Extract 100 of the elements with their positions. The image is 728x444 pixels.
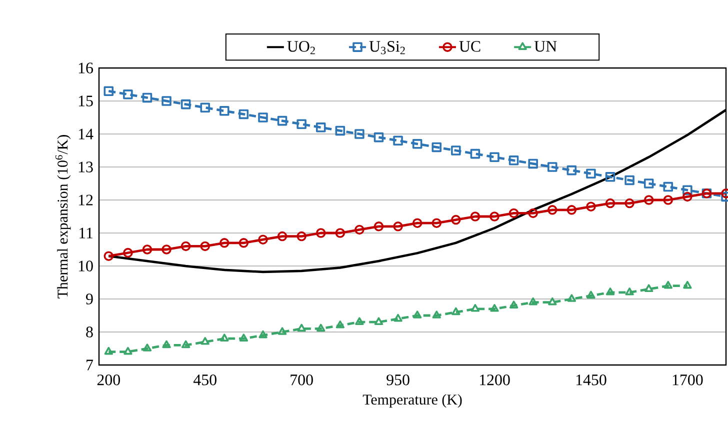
- point: [142, 92, 152, 103]
- point: [278, 327, 287, 335]
- y-tick-label: 7: [86, 360, 94, 370]
- x-tick-label: 1700: [672, 374, 703, 386]
- point: [548, 297, 557, 306]
- point: [586, 290, 596, 299]
- point: [567, 294, 576, 302]
- point: [394, 314, 402, 322]
- point: [451, 214, 461, 225]
- point: [490, 152, 500, 162]
- point: [200, 241, 210, 252]
- x-tick-label: 450: [193, 374, 216, 386]
- point: [528, 208, 538, 218]
- point: [316, 122, 326, 132]
- point: [625, 288, 634, 296]
- point: [663, 195, 674, 205]
- point: [104, 86, 114, 96]
- point: [354, 129, 364, 139]
- point: [200, 337, 210, 345]
- point: [316, 228, 326, 238]
- legend-label: UN: [534, 41, 557, 52]
- point: [586, 202, 596, 212]
- point: [605, 172, 616, 182]
- x-tick-label: 1200: [480, 374, 510, 386]
- point: [355, 317, 364, 325]
- point: [412, 139, 422, 149]
- x-axis-title: Temperature (K): [362, 394, 462, 408]
- point: [508, 156, 519, 166]
- point: [220, 334, 229, 342]
- point: [239, 334, 248, 342]
- y-tick-label: 8: [86, 326, 93, 338]
- point: [547, 162, 558, 172]
- point: [508, 208, 519, 218]
- y-tick-label: 12: [78, 194, 93, 206]
- point: [296, 231, 306, 242]
- point: [566, 205, 577, 215]
- point: [605, 198, 616, 208]
- point: [451, 146, 461, 156]
- point: [432, 142, 442, 152]
- legend-label: UC: [459, 41, 480, 52]
- x-tick-label: 700: [290, 374, 313, 386]
- point: [162, 96, 172, 106]
- point: [470, 212, 480, 222]
- point: [393, 136, 403, 146]
- point: [393, 222, 403, 232]
- y-tick-label: 14: [78, 128, 94, 140]
- y-tick-label: 13: [78, 162, 93, 172]
- point: [104, 346, 113, 355]
- point: [547, 205, 558, 215]
- point: [624, 198, 634, 208]
- point: [606, 288, 615, 296]
- point: [374, 132, 384, 142]
- point: [258, 234, 268, 244]
- point: [528, 158, 538, 169]
- point: [683, 280, 692, 289]
- point: [682, 192, 692, 202]
- point: [123, 90, 133, 100]
- point: [490, 304, 499, 312]
- point: [528, 297, 538, 306]
- point: [124, 346, 132, 355]
- point: [470, 148, 480, 159]
- point: [200, 102, 210, 112]
- point: [664, 280, 672, 289]
- point: [238, 238, 249, 248]
- point: [374, 222, 384, 232]
- point: [180, 99, 191, 110]
- point: [412, 218, 422, 228]
- legend-label: U$_{3}$Si$_{2}$: [369, 41, 405, 54]
- point: [470, 304, 480, 312]
- point: [296, 119, 306, 129]
- point: [162, 340, 171, 348]
- y-tick-label: 15: [78, 96, 93, 106]
- point: [277, 231, 288, 242]
- point: [335, 126, 346, 136]
- point: [624, 175, 634, 186]
- point: [123, 248, 133, 258]
- point: [644, 284, 654, 292]
- point: [238, 109, 249, 120]
- y-axis-title: Thermal expansion (10$^{6}$/K): [55, 135, 71, 298]
- point: [682, 185, 692, 195]
- y-tick-label: 10: [78, 260, 93, 272]
- point: [374, 317, 384, 325]
- point: [258, 112, 268, 122]
- point: [336, 320, 345, 328]
- point: [277, 116, 288, 126]
- point: [297, 324, 306, 332]
- point: [566, 165, 577, 176]
- point: [104, 251, 114, 261]
- point: [452, 307, 460, 316]
- point: [258, 330, 268, 338]
- point: [490, 212, 500, 222]
- x-tick-label: 1450: [576, 374, 606, 386]
- point: [316, 324, 326, 332]
- point: [335, 228, 346, 238]
- point: [663, 182, 674, 192]
- x-tick-label: 200: [97, 374, 120, 386]
- point: [142, 244, 152, 254]
- point: [509, 300, 518, 308]
- point: [354, 224, 364, 235]
- point: [180, 241, 191, 252]
